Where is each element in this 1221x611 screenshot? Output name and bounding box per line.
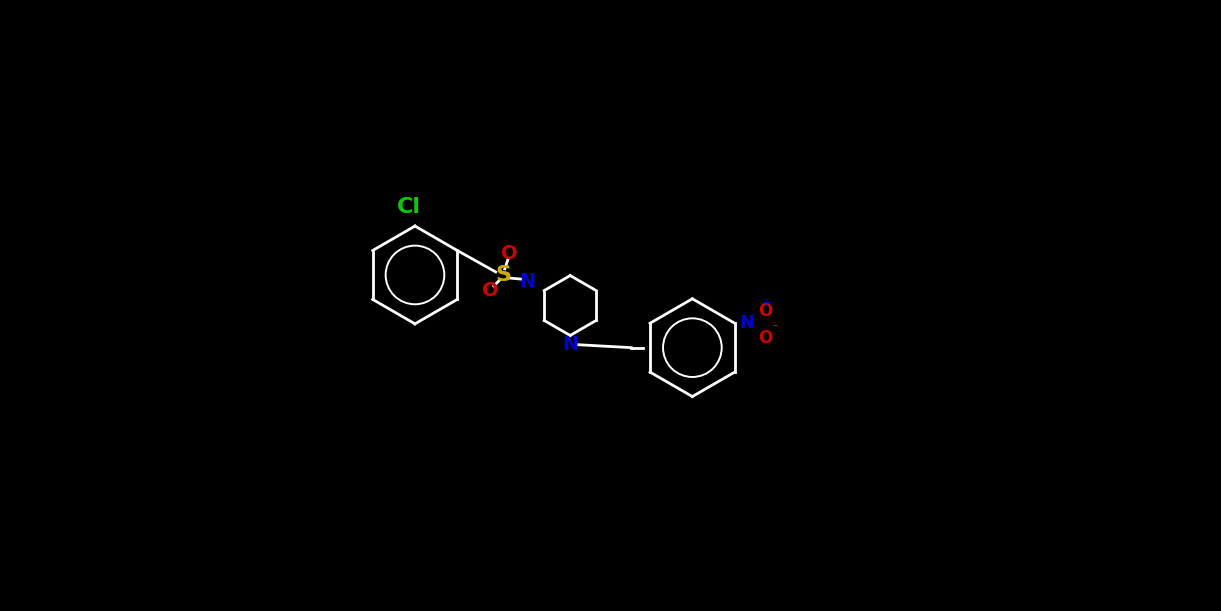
- Text: O: O: [758, 329, 773, 348]
- Text: O: O: [482, 280, 499, 300]
- Text: +: +: [762, 298, 772, 308]
- Text: Cl: Cl: [397, 197, 421, 217]
- Text: O: O: [501, 244, 518, 263]
- Text: O: O: [758, 302, 773, 320]
- Text: S: S: [495, 265, 510, 285]
- Text: -: -: [773, 320, 778, 334]
- Text: N: N: [562, 335, 579, 354]
- Text: N: N: [740, 314, 755, 332]
- Text: N: N: [519, 271, 536, 291]
